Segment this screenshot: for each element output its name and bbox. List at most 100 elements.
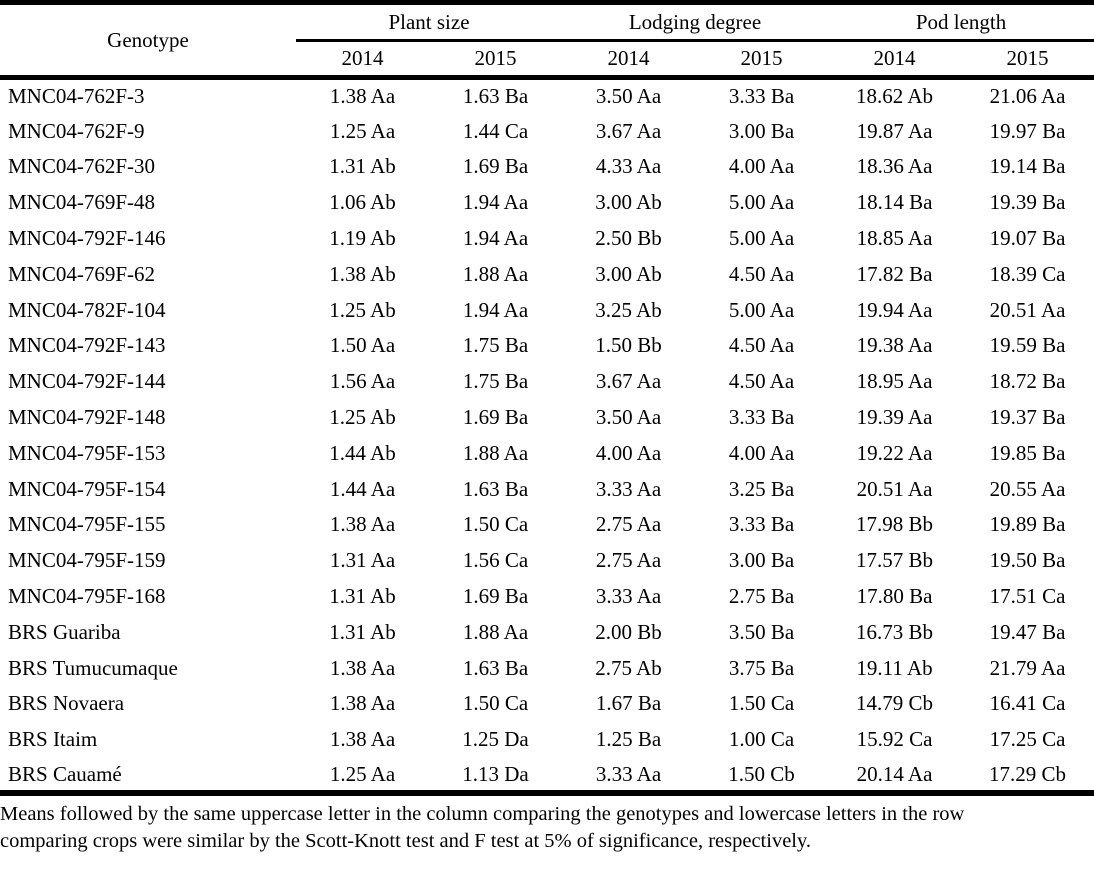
- value-cell: 5.00 Aa: [728, 297, 795, 322]
- value-cell: 1.56 Aa: [329, 369, 396, 394]
- value-cell: 19.87 Aa: [856, 118, 933, 143]
- genotype-cell: MNC04-792F-143: [8, 333, 166, 358]
- footnote-line-2: comparing crops were similar by the Scot…: [0, 830, 812, 853]
- value-cell: 19.85 Ba: [989, 440, 1066, 465]
- value-cell: 5.00 Aa: [728, 226, 795, 251]
- value-cell: 1.50 Ca: [728, 691, 795, 716]
- value-cell: 3.50 Aa: [595, 405, 662, 430]
- genotype-cell: MNC04-795F-153: [8, 440, 166, 465]
- value-cell: 2.75 Ab: [595, 655, 662, 680]
- value-cell: 19.22 Aa: [856, 440, 933, 465]
- value-cell: 3.00 Ab: [595, 261, 662, 286]
- table-footnote: Means followed by the same uppercase let…: [0, 801, 1094, 854]
- genotype-cell: MNC04-762F-30: [8, 154, 156, 179]
- value-cell: 1.31 Aa: [329, 548, 396, 573]
- genotype-cell: MNC04-795F-168: [8, 584, 166, 609]
- value-cell: 1.56 Ca: [462, 548, 529, 573]
- genotype-cell: MNC04-795F-159: [8, 548, 166, 573]
- value-cell: 4.00 Aa: [728, 154, 795, 179]
- value-cell: 3.50 Ba: [728, 619, 795, 644]
- table-row: MNC04-795F-155 1.38 Aa 1.50 Ca 2.75 Aa 3.33 …: [0, 507, 1094, 543]
- value-cell: 1.44 Aa: [329, 476, 396, 501]
- value-cell: 1.25 Aa: [296, 757, 429, 797]
- table-row: MNC04-795F-168 1.31 Ab 1.69 Ba 3.33 Aa 2.75 …: [0, 579, 1094, 615]
- value-cell: 1.75 Ba: [462, 369, 529, 394]
- value-cell: 18.62 Ab: [856, 84, 934, 109]
- year-header-plant-size-2015: 2015: [429, 40, 563, 80]
- value-cell: 3.67 Aa: [595, 369, 662, 394]
- value-cell: 1.88 Aa: [462, 440, 529, 465]
- value-cell: 1.63 Ba: [462, 655, 529, 680]
- genotype-cell: BRS Novaera: [8, 691, 125, 716]
- value-cell: 19.07 Ba: [989, 226, 1066, 251]
- genotype-column-header: Genotype: [0, 2, 296, 80]
- table-row: MNC04-792F-143 1.50 Aa 1.75 Ba 1.50 Bb 4.50 …: [0, 328, 1094, 364]
- table-row: BRS Guariba 1.31 Ab 1.88 Aa 2.00 Bb 3.50 Ba 1…: [0, 614, 1094, 650]
- table-row: MNC04-769F-62 1.38 Ab 1.88 Aa 3.00 Ab 4.50 A…: [0, 256, 1094, 292]
- value-cell: 1.38 Ab: [329, 261, 396, 286]
- value-cell: 20.14 Aa: [828, 757, 962, 797]
- genotype-cell: MNC04-792F-144: [8, 369, 166, 394]
- value-cell: 19.94 Aa: [856, 297, 933, 322]
- value-cell: 19.97 Ba: [989, 118, 1066, 143]
- value-cell: 3.33 Aa: [595, 584, 662, 609]
- value-cell: 1.88 Aa: [462, 619, 529, 644]
- year-header-plant-size-2014: 2014: [296, 40, 429, 80]
- value-cell: 17.82 Ba: [856, 261, 933, 286]
- value-cell: 1.19 Ab: [329, 226, 396, 251]
- value-cell: 1.25 Ab: [329, 297, 396, 322]
- genotype-cell: MNC04-762F-9: [8, 118, 145, 143]
- value-cell: 1.50 Cb: [695, 757, 829, 797]
- value-cell: 4.50 Aa: [728, 369, 795, 394]
- value-cell: 18.14 Ba: [856, 190, 933, 215]
- genotype-cell: MNC04-795F-155: [8, 512, 166, 537]
- value-cell: 20.55 Aa: [989, 476, 1066, 501]
- value-cell: 2.00 Bb: [595, 619, 662, 644]
- value-cell: 3.25 Ab: [595, 297, 662, 322]
- value-cell: 2.75 Aa: [595, 548, 662, 573]
- genotype-cell: MNC04-792F-148: [8, 405, 166, 430]
- group-header-lodging-degree: Lodging degree: [562, 2, 829, 42]
- value-cell: 1.38 Aa: [329, 512, 396, 537]
- value-cell: 1.38 Aa: [329, 691, 396, 716]
- year-header-pod-length-2014: 2014: [828, 40, 962, 80]
- genotype-cell: BRS Itaim: [8, 727, 98, 752]
- table-row: MNC04-769F-48 1.06 Ab 1.94 Aa 3.00 Ab 5.00 A…: [0, 185, 1094, 221]
- genotype-cell: MNC04-769F-48: [8, 190, 156, 215]
- value-cell: 21.79 Aa: [989, 655, 1066, 680]
- value-cell: 20.51 Aa: [856, 476, 933, 501]
- year-header-row: 2014 2015 2014 2015 2014 2015: [0, 40, 1094, 80]
- value-cell: 19.89 Ba: [989, 512, 1066, 537]
- genotype-cell: MNC04-782F-104: [8, 297, 166, 322]
- value-cell: 1.25 Da: [462, 727, 529, 752]
- value-cell: 17.57 Bb: [856, 548, 934, 573]
- value-cell: 14.79 Cb: [856, 691, 934, 716]
- group-header-row: Genotype Plant size Lodging degree Pod l…: [0, 2, 1094, 80]
- value-cell: 17.80 Ba: [856, 584, 933, 609]
- value-cell: 3.67 Aa: [595, 118, 662, 143]
- value-cell: 1.31 Ab: [329, 584, 396, 609]
- year-header-lodging-degree-2014: 2014: [562, 40, 696, 80]
- table-row: MNC04-792F-148 1.25 Ab 1.69 Ba 3.50 Aa 3.33 …: [0, 400, 1094, 436]
- table-row: BRS Cauamé 1.25 Aa 1.13 Da 3.33 Aa 1.50 Cb 20…: [0, 757, 1094, 797]
- genotype-cell: MNC04-769F-62: [8, 261, 156, 286]
- value-cell: 1.50 Bb: [595, 333, 662, 358]
- table-row: MNC04-782F-104 1.25 Ab 1.94 Aa 3.25 Ab 5.00 …: [0, 292, 1094, 328]
- table-row: MNC04-795F-153 1.44 Ab 1.88 Aa 4.00 Aa 4.00 …: [0, 435, 1094, 471]
- value-cell: 16.41 Ca: [989, 691, 1066, 716]
- genotype-cell: BRS Cauamé: [0, 757, 296, 797]
- value-cell: 1.31 Ab: [329, 154, 396, 179]
- value-cell: 1.13 Da: [429, 757, 563, 797]
- value-cell: 18.39 Ca: [989, 261, 1066, 286]
- value-cell: 19.38 Aa: [856, 333, 933, 358]
- value-cell: 1.63 Ba: [462, 84, 529, 109]
- genotype-cell: MNC04-762F-3: [8, 84, 145, 109]
- value-cell: 1.94 Aa: [462, 226, 529, 251]
- value-cell: 1.25 Aa: [329, 118, 396, 143]
- value-cell: 19.39 Aa: [856, 405, 933, 430]
- value-cell: 21.06 Aa: [989, 84, 1066, 109]
- value-cell: 3.33 Ba: [728, 405, 795, 430]
- table-row: MNC04-762F-3 1.38 Aa 1.63 Ba 3.50 Aa 3.33 Ba…: [0, 78, 1094, 114]
- value-cell: 1.50 Ca: [462, 512, 529, 537]
